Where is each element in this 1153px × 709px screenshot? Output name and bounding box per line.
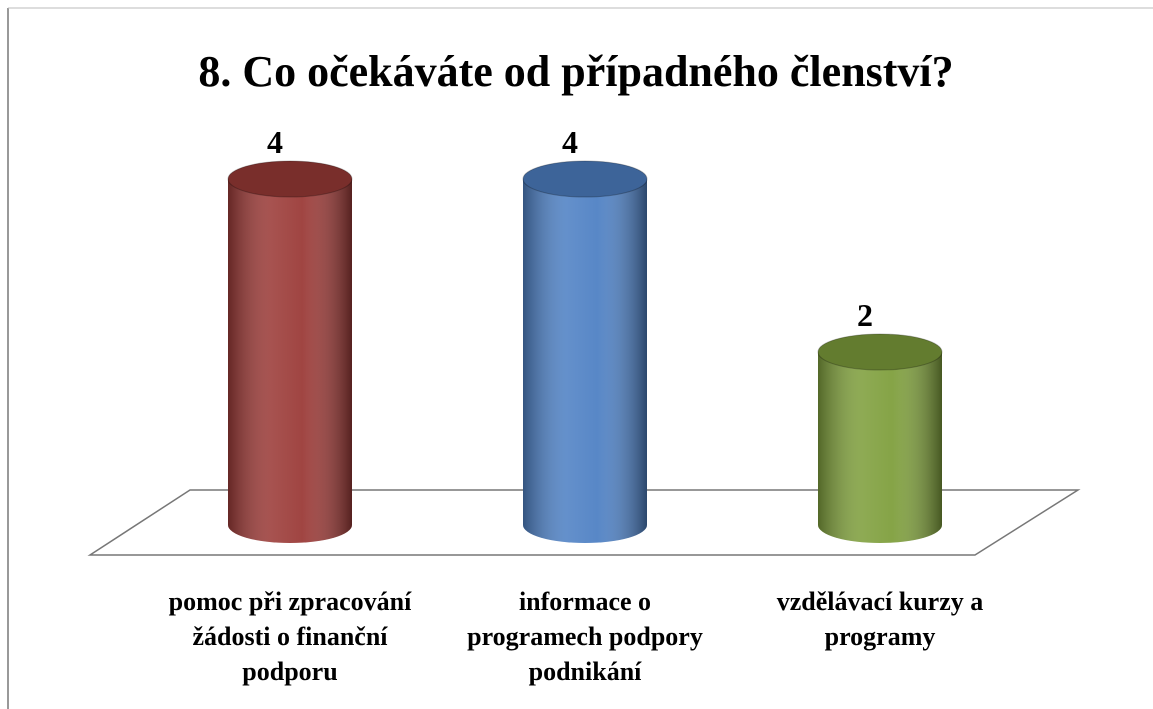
data-label: 4	[562, 124, 578, 160]
bar-top-shade	[523, 161, 647, 197]
bar-top	[522, 160, 648, 198]
bar-shading	[818, 352, 942, 543]
bar-shading	[523, 179, 647, 543]
data-label: 2	[857, 297, 873, 333]
bar-top-shade	[818, 334, 942, 370]
bar-top	[227, 160, 353, 198]
x-tick-label: pomoc při zpracování žádosti o finanční …	[168, 587, 412, 686]
data-label: 4	[267, 124, 283, 160]
x-tick-label: informace o programech podpory podnikání	[467, 587, 703, 686]
chart-title: 8. Co očekáváte od případného členství?	[198, 47, 953, 96]
bar-top-shade	[228, 161, 352, 197]
x-tick-label: vzdělávací kurzy a programy	[776, 587, 984, 651]
bar-shading	[228, 179, 352, 543]
bar-top	[817, 333, 943, 371]
